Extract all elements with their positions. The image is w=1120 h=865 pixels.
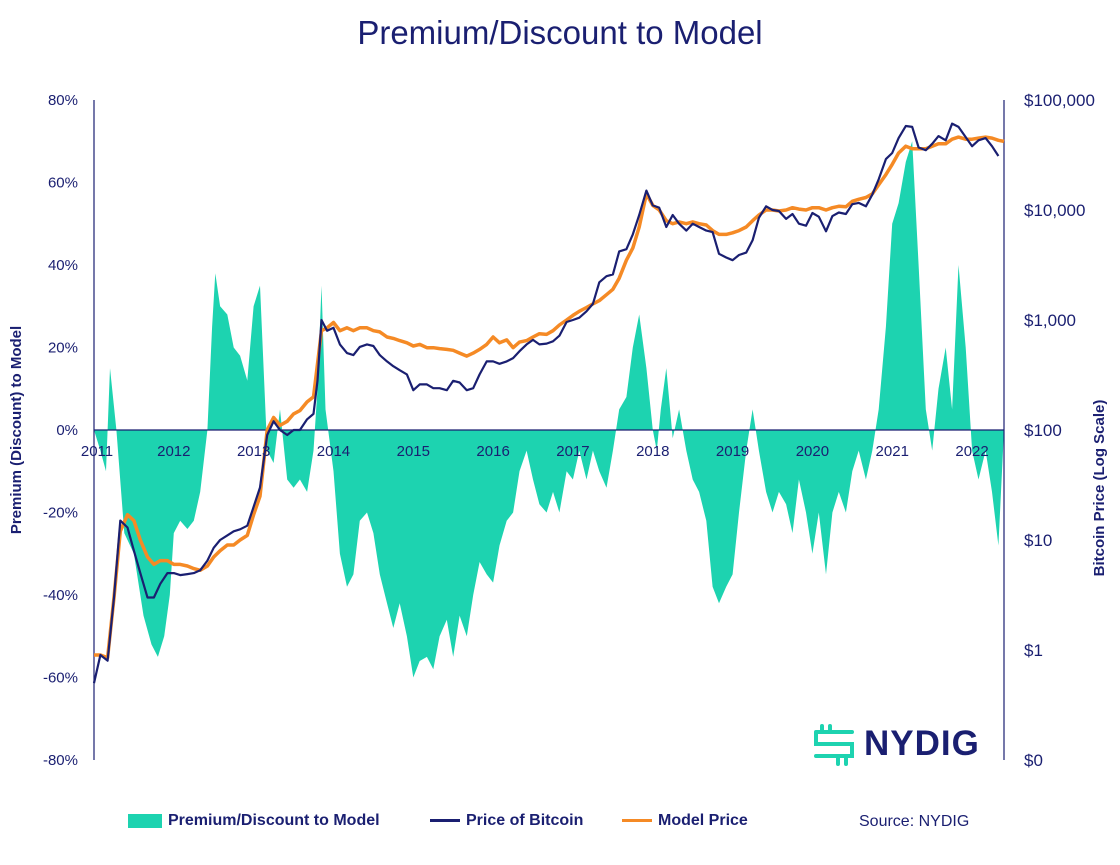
legend-item-bitcoin: Price of Bitcoin bbox=[430, 812, 583, 830]
x-tick-label: 2021 bbox=[876, 443, 909, 460]
y-left-tick-label: -20% bbox=[43, 505, 78, 522]
y-right-tick-label: $10 bbox=[1024, 531, 1052, 550]
x-tick-label: 2016 bbox=[476, 443, 509, 460]
legend-item-premium: Premium/Discount to Model bbox=[128, 812, 380, 830]
y-left-tick-label: 20% bbox=[48, 340, 78, 357]
y-right-tick-label: $10,000 bbox=[1024, 201, 1085, 220]
x-tick-label: 2012 bbox=[157, 443, 190, 460]
x-tick-label: 2015 bbox=[397, 443, 430, 460]
x-tick-label: 2018 bbox=[636, 443, 669, 460]
y-axis-left-label: Premium (Discount) to Model bbox=[8, 326, 25, 534]
y-left-tick-label: -60% bbox=[43, 670, 78, 687]
chart-title: Premium/Discount to Model bbox=[357, 14, 763, 51]
x-tick-label: 2014 bbox=[317, 443, 350, 460]
model-price-line bbox=[94, 135, 1005, 660]
y-right-tick-label: $100 bbox=[1024, 421, 1062, 440]
y-right-tick-label: $100,000 bbox=[1024, 91, 1095, 110]
nydig-logo: NYDIG bbox=[812, 722, 979, 768]
y-left-tick-label: 80% bbox=[48, 92, 78, 109]
legend-swatch-bitcoin bbox=[430, 819, 460, 823]
nydig-logo-icon bbox=[814, 724, 854, 766]
bitcoin-price-line bbox=[92, 122, 1000, 684]
premium-area-layer bbox=[94, 141, 1004, 678]
legend-label-model: Model Price bbox=[658, 812, 748, 829]
x-tick-label: 2019 bbox=[716, 443, 749, 460]
legend-item-model: Model Price bbox=[622, 812, 748, 830]
y-axis-right-label: Bitcoin Price (Log Scale) bbox=[1091, 400, 1108, 577]
x-tick-label: 2022 bbox=[955, 443, 988, 460]
y-left-tick-label: 40% bbox=[48, 257, 78, 274]
legend-label-premium: Premium/Discount to Model bbox=[168, 812, 380, 829]
legend-swatch-model bbox=[622, 819, 652, 823]
legend-swatch-premium bbox=[128, 813, 162, 828]
x-tick-label: 2013 bbox=[237, 443, 270, 460]
legend-label-bitcoin: Price of Bitcoin bbox=[466, 812, 584, 829]
y-left-tick-label: 0% bbox=[56, 422, 78, 439]
nydig-logo-text: NYDIG bbox=[864, 724, 980, 763]
x-tick-label: 2017 bbox=[556, 443, 589, 460]
bitcoin-price-layer bbox=[92, 122, 1000, 684]
source-note: Source: NYDIG bbox=[859, 813, 970, 830]
y-left-tick-label: -80% bbox=[43, 752, 78, 769]
premium-discount-area bbox=[94, 141, 1004, 678]
ticks-layer: 80% 60% 40% 20% 0% -20% -40% -60% -80% $100,000 $1… bbox=[43, 91, 1095, 770]
y-right-tick-label: $0 bbox=[1024, 751, 1043, 770]
y-left-tick-label: 60% bbox=[48, 175, 78, 192]
y-right-tick-label: $1,000 bbox=[1024, 311, 1076, 330]
y-left-tick-label: -40% bbox=[43, 587, 78, 604]
x-tick-label: 2011 bbox=[81, 443, 113, 460]
y-right-tick-label: $1 bbox=[1024, 641, 1043, 660]
model-price-layer bbox=[94, 135, 1005, 660]
x-tick-label: 2020 bbox=[796, 443, 829, 460]
axes-layer bbox=[93, 100, 1005, 760]
